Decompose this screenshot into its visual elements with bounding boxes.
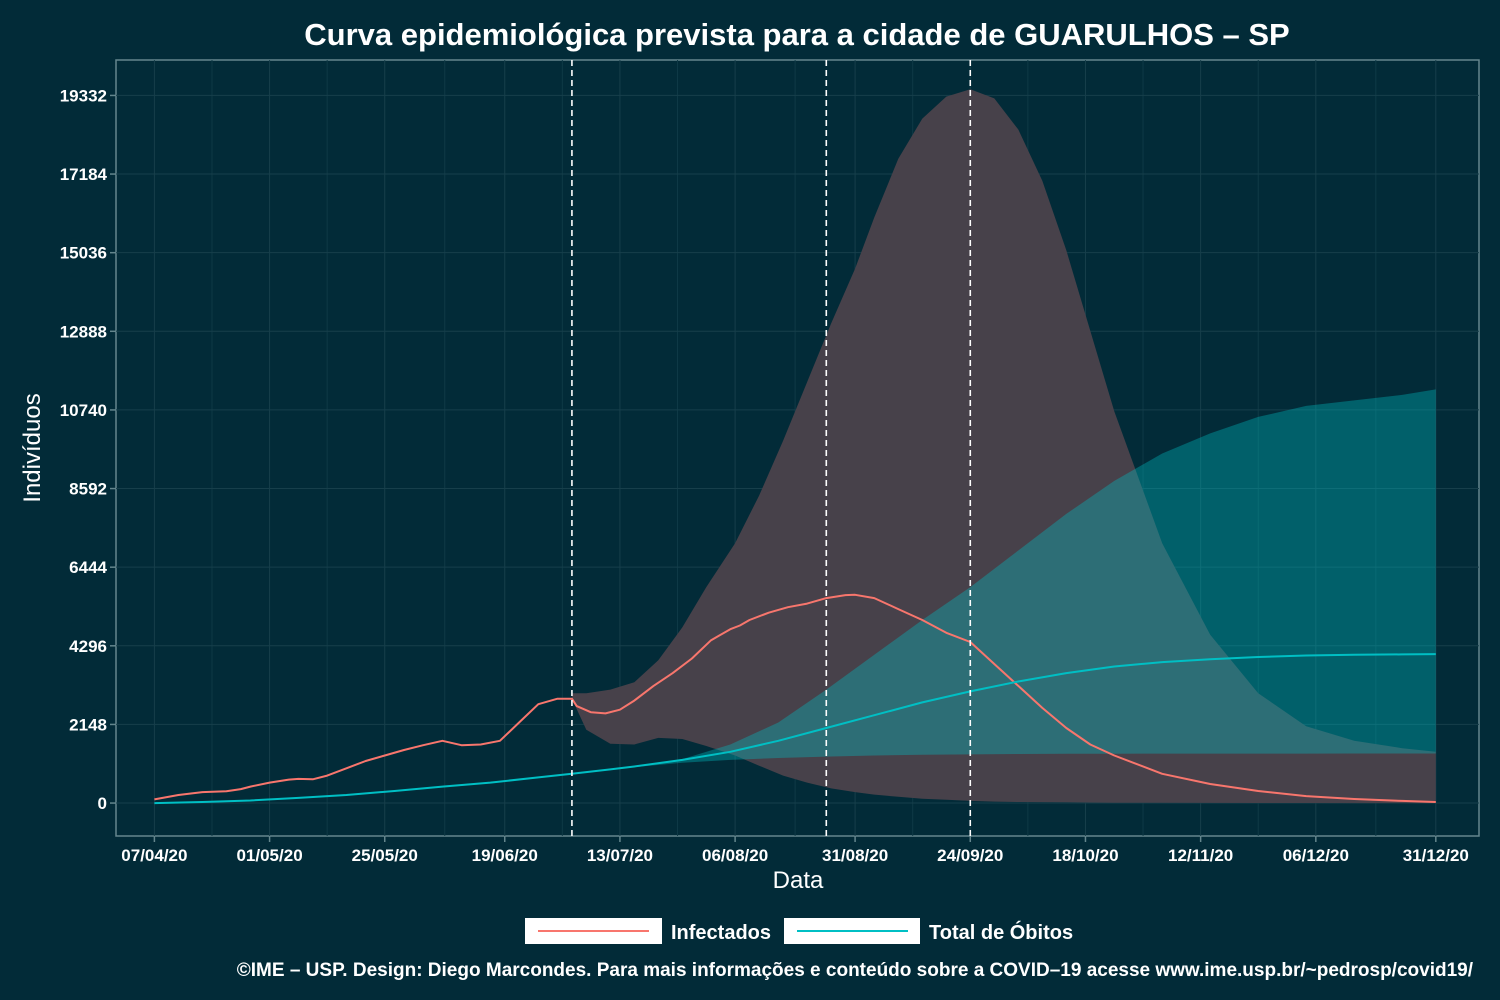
legend: Infectados Total de Óbitos: [525, 918, 1073, 944]
x-tick-label: 06/08/20: [702, 846, 768, 865]
caption: ©IME – USP. Design: Diego Marcondes. Par…: [237, 960, 1474, 981]
y-tick-label: 8592: [69, 480, 107, 499]
y-tick-label: 19332: [60, 86, 107, 105]
x-tick-label: 01/05/20: [236, 846, 302, 865]
confidence-bands: [571, 89, 1436, 804]
series-lines: [154, 593, 1436, 805]
x-tick-label: 18/10/20: [1052, 846, 1118, 865]
x-tick-label: 13/07/20: [587, 846, 653, 865]
band-infectados: [571, 89, 1436, 804]
y-tick-label: 2148: [69, 715, 107, 734]
x-tick-label: 12/11/20: [1168, 846, 1233, 865]
y-tick-label: 15036: [60, 244, 107, 263]
x-tick-label: 31/12/20: [1403, 846, 1469, 865]
x-tick-label: 07/04/20: [121, 846, 187, 865]
y-axis-label: Indivíduos: [19, 393, 46, 502]
series-line-infectados: [154, 593, 1436, 803]
x-axis-label: Data: [773, 867, 824, 894]
y-tick-label: 4296: [69, 637, 107, 656]
series-line-obitos: [154, 653, 1436, 805]
legend-label-obitos: Total de Óbitos: [929, 920, 1073, 944]
y-tick-label: 17184: [60, 165, 108, 184]
x-tick-label: 25/05/20: [352, 846, 418, 865]
x-tick-label: 06/12/20: [1283, 846, 1349, 865]
x-tick-label: 24/09/20: [937, 846, 1003, 865]
band-obitos: [571, 389, 1436, 774]
y-tick-label: 12888: [60, 322, 107, 341]
x-tick-label: 31/08/20: [822, 846, 888, 865]
y-axis-ticks: 0 2148 4296 6444 8592 10740 12888 15036 17184 193…: [60, 86, 116, 813]
x-axis-ticks: 07/04/20 01/05/20 25/05/20 19/06/20 13/07/20…: [121, 836, 1469, 865]
x-tick-label: 19/06/20: [472, 846, 538, 865]
y-tick-label: 6444: [69, 558, 107, 577]
y-tick-label: 0: [98, 794, 107, 813]
chart-title: Curva epidemiológica prevista para a cid…: [304, 17, 1289, 52]
legend-label-infectados: Infectados: [671, 922, 771, 944]
y-tick-label: 10740: [60, 401, 107, 420]
